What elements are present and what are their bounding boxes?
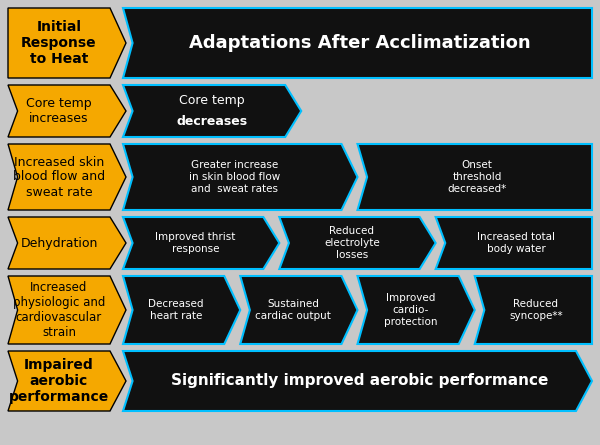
Polygon shape xyxy=(8,8,126,78)
Text: Initial
Response
to Heat: Initial Response to Heat xyxy=(21,20,97,66)
Polygon shape xyxy=(123,217,280,269)
Polygon shape xyxy=(8,351,126,411)
Polygon shape xyxy=(123,351,592,411)
Polygon shape xyxy=(123,8,592,78)
Polygon shape xyxy=(8,276,126,344)
Text: Increased
physiologic and
cardiovascular
strain: Increased physiologic and cardiovascular… xyxy=(13,281,105,339)
Text: Reduced
electrolyte
losses: Reduced electrolyte losses xyxy=(324,227,380,259)
Text: Adaptations After Acclimatization: Adaptations After Acclimatization xyxy=(189,34,531,52)
Text: Impaired
aerobic
performance: Impaired aerobic performance xyxy=(9,358,109,404)
Text: Reduced
syncope**: Reduced syncope** xyxy=(509,299,563,321)
Polygon shape xyxy=(123,276,240,344)
Polygon shape xyxy=(358,276,475,344)
Text: Significantly improved aerobic performance: Significantly improved aerobic performan… xyxy=(171,373,548,388)
Polygon shape xyxy=(8,217,126,269)
Text: decreases: decreases xyxy=(176,115,248,128)
Polygon shape xyxy=(358,144,592,210)
Polygon shape xyxy=(280,217,436,269)
Polygon shape xyxy=(436,217,592,269)
Text: Decreased
heart rate: Decreased heart rate xyxy=(148,299,204,321)
Polygon shape xyxy=(123,85,301,137)
Polygon shape xyxy=(8,144,126,210)
Text: Greater increase
in skin blood flow
and  sweat rates: Greater increase in skin blood flow and … xyxy=(189,160,280,194)
Text: Sustained
cardiac output: Sustained cardiac output xyxy=(256,299,331,321)
Text: Dehydration: Dehydration xyxy=(20,236,98,250)
Text: Onset
threshold
decreased*: Onset threshold decreased* xyxy=(448,160,507,194)
Text: Increased skin
blood flow and
sweat rate: Increased skin blood flow and sweat rate xyxy=(13,155,105,198)
Text: Core temp
increases: Core temp increases xyxy=(26,97,92,125)
Text: Core temp: Core temp xyxy=(179,94,245,107)
Text: Increased total
body water: Increased total body water xyxy=(477,232,555,254)
Polygon shape xyxy=(123,144,358,210)
Polygon shape xyxy=(475,276,592,344)
Text: Improved thrist
response: Improved thrist response xyxy=(155,232,236,254)
Polygon shape xyxy=(8,85,126,137)
Text: Improved
cardio-
protection: Improved cardio- protection xyxy=(384,293,437,327)
Polygon shape xyxy=(240,276,358,344)
